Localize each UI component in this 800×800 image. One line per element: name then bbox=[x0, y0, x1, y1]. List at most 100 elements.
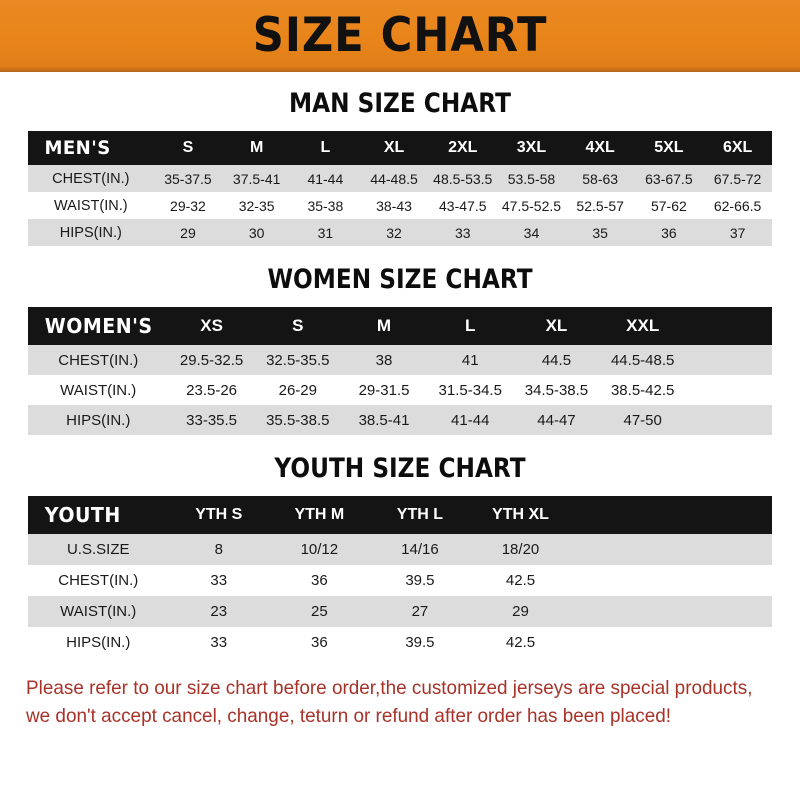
women-size-table: WOMEN'S XS S M L XL XXL CHEST(IN.) 29.5-32.5 32.5… bbox=[28, 307, 772, 435]
measurement-cell: 44-48.5 bbox=[370, 170, 418, 187]
measurement-cell: 38-43 bbox=[376, 197, 412, 214]
measurement-cell: 34 bbox=[523, 224, 540, 241]
measurement-cell: 27 bbox=[411, 603, 429, 620]
column-header: S bbox=[292, 316, 304, 335]
man-table-wrap: MEN'S S M L XL 2XL 3XL 4XL 5XL 6XL CHEST(IN.) 35-37… bbox=[28, 131, 772, 246]
women-table-header-row: WOMEN'S XS S M L XL XXL bbox=[28, 307, 772, 345]
measurement-cell bbox=[571, 596, 672, 627]
measurement-cell: 35-38 bbox=[307, 197, 344, 214]
measurement-cell: 41 bbox=[461, 351, 479, 369]
row-label: WAIST(IN.) bbox=[54, 197, 128, 214]
measurement-cell: 52.5-57 bbox=[576, 197, 624, 214]
measurement-cell: 34.5-38.5 bbox=[524, 381, 589, 399]
women-table-wrap: WOMEN'S XS S M L XL XXL CHEST(IN.) 29.5-32.5 32.5… bbox=[28, 307, 772, 435]
table-row: CHEST(IN.) 33 36 39.5 42.5 bbox=[28, 565, 772, 596]
measurement-cell bbox=[671, 627, 772, 658]
measurement-cell bbox=[686, 405, 772, 435]
table-row: CHEST(IN.) 35-37.5 37.5-41 41-44 44-48.5 48.5… bbox=[28, 165, 772, 192]
measurement-cell: 37 bbox=[729, 224, 746, 241]
measurement-cell: 31.5-34.5 bbox=[438, 381, 502, 399]
row-label: CHEST(IN.) bbox=[58, 351, 139, 369]
column-header: M bbox=[249, 139, 264, 156]
measurement-cell: 67.5-72 bbox=[713, 170, 762, 187]
measurement-cell: 44.5-48.5 bbox=[610, 351, 675, 369]
row-label: HIPS(IN.) bbox=[66, 634, 131, 651]
row-label-header: YOUTH bbox=[44, 503, 121, 527]
measurement-cell: 30 bbox=[248, 224, 265, 241]
measurement-cell: 41-44 bbox=[451, 411, 490, 429]
measurement-cell: 8 bbox=[214, 541, 223, 558]
women-section-title: WOMEN SIZE CHART bbox=[267, 264, 533, 295]
row-label-header: WOMEN'S bbox=[44, 314, 153, 338]
measurement-cell: 35.5-38.5 bbox=[266, 411, 330, 429]
column-header: 6XL bbox=[722, 139, 753, 156]
youth-size-table: YOUTH YTH S YTH M YTH L YTH XL U.S.SIZE 8 10/12… bbox=[28, 496, 772, 658]
page-title: SIZE CHART bbox=[252, 7, 548, 63]
table-row: U.S.SIZE 8 10/12 14/16 18/20 bbox=[28, 534, 772, 565]
column-header bbox=[671, 496, 772, 534]
measurement-cell: 33-35.5 bbox=[186, 411, 238, 429]
measurement-cell: 32.5-35.5 bbox=[266, 351, 330, 369]
measurement-cell: 35-37.5 bbox=[164, 170, 212, 187]
measurement-cell: 53.5-58 bbox=[507, 170, 556, 187]
measurement-cell: 10/12 bbox=[300, 541, 339, 558]
measurement-cell bbox=[686, 375, 772, 405]
row-label: CHEST(IN.) bbox=[52, 170, 130, 187]
women-table-body: WOMEN'S XS S M L XL XXL CHEST(IN.) 29.5-32.5 32.5… bbox=[28, 307, 772, 435]
order-policy-note: Please refer to our size chart before or… bbox=[26, 674, 752, 731]
measurement-cell: 33 bbox=[210, 572, 228, 589]
measurement-cell: 62-66.5 bbox=[713, 197, 762, 214]
column-header: XL bbox=[383, 139, 405, 156]
measurement-cell: 63-67.5 bbox=[645, 170, 693, 187]
column-header: 5XL bbox=[654, 139, 684, 156]
measurement-cell: 29-32 bbox=[170, 197, 206, 214]
column-header: 4XL bbox=[585, 139, 615, 156]
measurement-cell: 33 bbox=[210, 634, 228, 651]
measurement-cell: 23 bbox=[210, 603, 228, 620]
row-label: WAIST(IN.) bbox=[60, 603, 137, 620]
measurement-cell bbox=[686, 345, 772, 375]
column-header bbox=[686, 307, 772, 345]
column-header: YTH S bbox=[195, 506, 243, 523]
measurement-cell: 32-35 bbox=[238, 197, 275, 214]
measurement-cell bbox=[671, 596, 772, 627]
measurement-cell: 47-50 bbox=[623, 411, 662, 429]
man-size-table: MEN'S S M L XL 2XL 3XL 4XL 5XL 6XL CHEST(IN.) 35-37… bbox=[28, 131, 772, 246]
measurement-cell: 14/16 bbox=[401, 541, 439, 558]
size-chart-banner: SIZE CHART bbox=[0, 0, 800, 72]
row-label: HIPS(IN.) bbox=[66, 411, 131, 429]
measurement-cell: 32 bbox=[386, 224, 402, 241]
row-label-header: MEN'S bbox=[44, 137, 111, 159]
measurement-cell: 38 bbox=[375, 351, 393, 369]
measurement-cell: 37.5-41 bbox=[232, 170, 281, 187]
measurement-cell: 29.5-32.5 bbox=[179, 351, 244, 369]
table-row: CHEST(IN.) 29.5-32.5 32.5-35.5 38 41 44.5 44.5… bbox=[28, 345, 772, 375]
column-header: YTH L bbox=[396, 506, 444, 523]
table-row: HIPS(IN.) 29 30 31 32 33 34 35 36 37 bbox=[28, 219, 772, 246]
youth-section-title: YOUTH SIZE CHART bbox=[274, 453, 526, 484]
measurement-cell: 39.5 bbox=[405, 572, 435, 589]
measurement-cell bbox=[571, 565, 672, 596]
measurement-cell: 41-44 bbox=[307, 170, 344, 187]
measurement-cell: 31 bbox=[317, 224, 334, 241]
measurement-cell bbox=[671, 565, 772, 596]
measurement-cell: 57-62 bbox=[650, 197, 687, 214]
column-header: 3XL bbox=[516, 139, 547, 156]
table-row: HIPS(IN.) 33-35.5 35.5-38.5 38.5-41 41-44 44-… bbox=[28, 405, 772, 435]
measurement-cell bbox=[571, 534, 672, 565]
measurement-cell: 36 bbox=[310, 572, 328, 589]
row-label: CHEST(IN.) bbox=[58, 572, 139, 589]
youth-table-wrap: YOUTH YTH S YTH M YTH L YTH XL U.S.SIZE 8 10/12… bbox=[28, 496, 772, 658]
order-policy-line-1: Please refer to our size chart before or… bbox=[26, 677, 753, 699]
measurement-cell: 26-29 bbox=[278, 381, 317, 399]
measurement-cell: 36 bbox=[661, 224, 677, 241]
column-header: YTH XL bbox=[492, 506, 549, 523]
column-header: XL bbox=[545, 316, 568, 335]
measurement-cell: 44.5 bbox=[541, 351, 572, 369]
measurement-cell: 44-47 bbox=[537, 411, 576, 429]
row-label: WAIST(IN.) bbox=[60, 381, 137, 399]
measurement-cell: 29 bbox=[180, 224, 196, 241]
measurement-cell: 42.5 bbox=[505, 572, 536, 589]
man-section-title: MAN SIZE CHART bbox=[289, 88, 511, 119]
table-row: WAIST(IN.) 23.5-26 26-29 29-31.5 31.5-34.5 34… bbox=[28, 375, 772, 405]
